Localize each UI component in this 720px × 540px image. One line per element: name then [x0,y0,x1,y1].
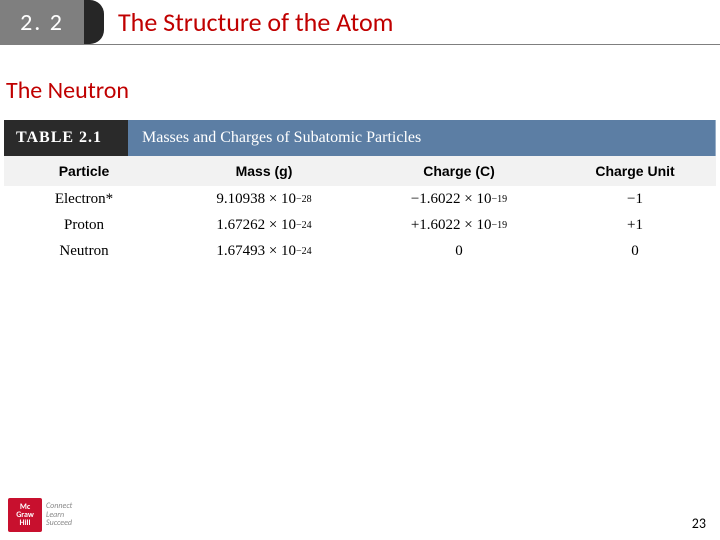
table-row: Proton 1.67262 × 10−24 +1.6022 × 10−19 +… [4,212,716,238]
cell-charge-unit: −1 [554,186,716,212]
section-heading: The Neutron [6,76,129,105]
page-number: 23 [692,515,706,532]
col-header-charge: Charge (C) [364,156,554,186]
table-row: Electron* 9.10938 × 10−28 −1.6022 × 10−1… [4,186,716,212]
header-divider [0,44,720,45]
col-header-charge-unit: Charge Unit [554,156,716,186]
cell-charge-unit: 0 [554,238,716,264]
cell-charge: 0 [364,238,554,264]
col-header-mass: Mass (g) [164,156,364,186]
mcgraw-hill-icon: Mc Graw Hill [8,498,42,532]
section-tab-cap [84,0,104,44]
subatomic-particles-table: TABLE 2.1 Masses and Charges of Subatomi… [4,120,716,264]
cell-charge-unit: +1 [554,212,716,238]
cell-charge: −1.6022 × 10−19 [364,186,554,212]
cell-mass: 1.67262 × 10−24 [164,212,364,238]
publisher-logo: Mc Graw Hill Connect Learn Succeed [8,498,72,532]
table-title-row: TABLE 2.1 Masses and Charges of Subatomi… [4,120,716,156]
table-label: TABLE 2.1 [4,120,128,156]
cell-mass: 1.67493 × 10−24 [164,238,364,264]
table-row: Neutron 1.67493 × 10−24 0 0 [4,238,716,264]
section-number-tab: 2. 2 [0,0,84,44]
col-header-particle: Particle [4,156,164,186]
cell-mass: 9.10938 × 10−28 [164,186,364,212]
cell-charge: +1.6022 × 10−19 [364,212,554,238]
cell-particle: Neutron [4,238,164,264]
table-header-row: Particle Mass (g) Charge (C) Charge Unit [4,156,716,186]
cell-particle: Proton [4,212,164,238]
cell-particle: Electron* [4,186,164,212]
publisher-tagline: Connect Learn Succeed [46,502,72,528]
chapter-title: The Structure of the Atom [118,0,393,44]
table-title: Masses and Charges of Subatomic Particle… [128,120,716,156]
slide-header: 2. 2 The Structure of the Atom [0,0,720,44]
